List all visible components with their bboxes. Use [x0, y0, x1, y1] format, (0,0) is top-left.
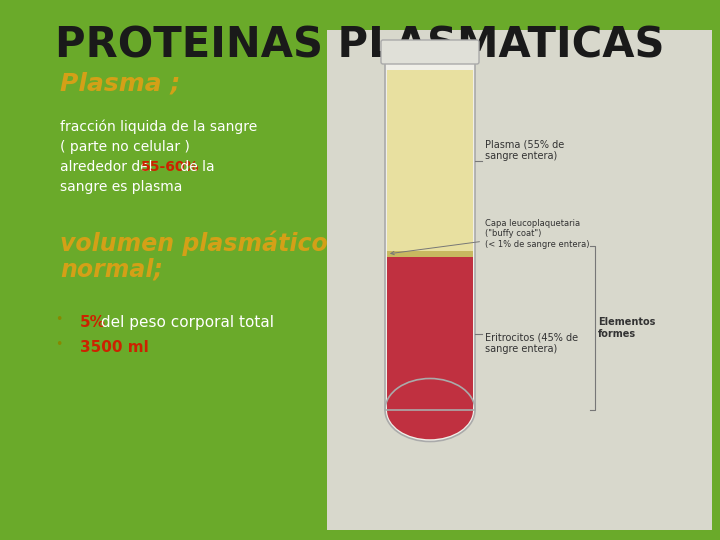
FancyBboxPatch shape [381, 40, 479, 64]
Text: del peso corporal total: del peso corporal total [96, 315, 274, 330]
Bar [387, 70, 473, 251]
Text: •: • [55, 338, 63, 351]
Text: 5%: 5% [80, 315, 106, 330]
Text: de la: de la [176, 160, 215, 174]
Bar [387, 251, 473, 257]
Text: normal;: normal; [60, 258, 163, 282]
Text: ( parte no celular ): ( parte no celular ) [60, 140, 190, 154]
Bar [385, 50, 475, 410]
Text: PROTEINAS PLASMATICAS: PROTEINAS PLASMATICAS [55, 25, 665, 67]
Bar [385, 50, 475, 410]
Text: 3500 ml: 3500 ml [80, 340, 149, 355]
Text: Capa leucoplaquetaria
("buffy coat")
(< 1% de sangre entera): Capa leucoplaquetaria ("buffy coat") (< … [391, 219, 590, 255]
Text: Elementos
formes: Elementos formes [598, 317, 655, 339]
Bar [327, 30, 712, 530]
Ellipse shape [387, 381, 473, 439]
Text: Eritrocitos (45% de
sangre entera): Eritrocitos (45% de sangre entera) [485, 333, 578, 354]
Bar [387, 257, 473, 410]
Text: •: • [55, 313, 63, 326]
Text: Plasma (55% de
sangre entera): Plasma (55% de sangre entera) [485, 140, 564, 161]
Text: volumen plasmático: volumen plasmático [60, 230, 328, 255]
Text: alrededor del: alrededor del [60, 160, 157, 174]
Text: sangre es plasma: sangre es plasma [60, 180, 182, 194]
Ellipse shape [385, 379, 475, 442]
Text: Plasma ;: Plasma ; [60, 72, 181, 96]
Text: fracción liquida de la sangre: fracción liquida de la sangre [60, 120, 257, 134]
Text: 55-60%: 55-60% [141, 160, 199, 174]
